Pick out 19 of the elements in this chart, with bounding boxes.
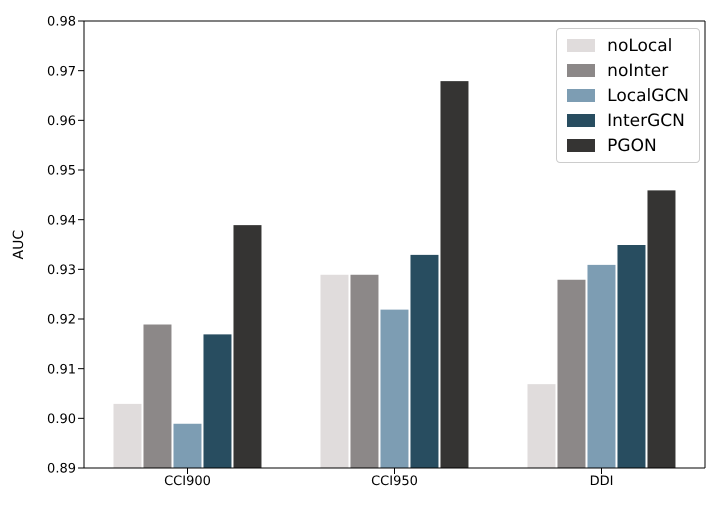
y-tick-label: 0.90 [47,412,76,427]
y-tick-label: 0.98 [47,14,76,30]
y-tick-label: 0.92 [47,312,76,328]
legend-label: noLocal [607,36,672,56]
legend-label: noInter [607,60,668,80]
y-tick-label: 0.97 [47,64,76,80]
y-tick-label: 0.96 [47,114,76,129]
legend-label: InterGCN [607,110,685,130]
x-tick-label: DDI [590,474,614,490]
y-tick-label: 0.89 [47,462,76,477]
y-tick-label: 0.95 [47,164,76,179]
x-tick-label: CCI900 [164,474,211,490]
y-tick-label: 0.93 [47,262,76,278]
legend-label: LocalGCN [607,86,689,106]
x-tick-label: CCI950 [371,474,418,490]
y-axis-title: AUC [10,230,27,260]
y-tick-label: 0.91 [47,362,76,378]
legend-label: PGON [607,136,657,156]
y-tick-label: 0.94 [47,213,76,228]
